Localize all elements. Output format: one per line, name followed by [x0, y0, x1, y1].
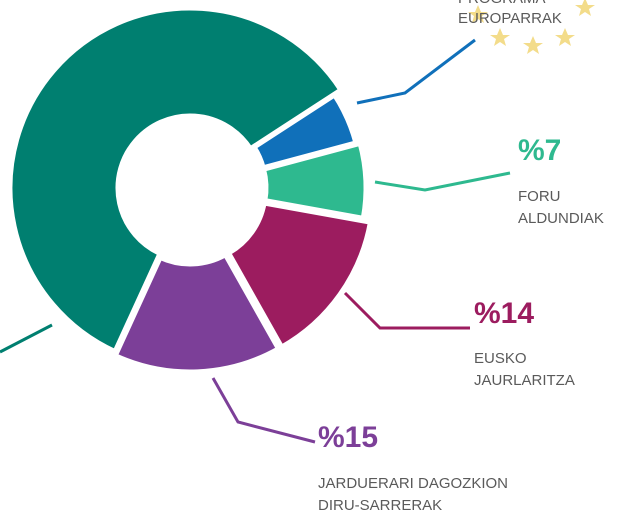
- donut-segment: [260, 140, 369, 222]
- leader-line: [343, 291, 470, 330]
- leader-line: [356, 38, 476, 105]
- category-label: JARDUERARI DAGOZKION: [318, 475, 508, 492]
- category-label: EUSKO: [474, 350, 527, 367]
- category-label: ALDUNDIAK: [518, 210, 604, 227]
- leader-line: [374, 171, 511, 192]
- leader-line: [0, 323, 53, 354]
- donut-segment: [225, 200, 374, 351]
- leader-line: [211, 377, 316, 444]
- stars: [468, 0, 595, 54]
- donut-segment: [7, 5, 345, 355]
- percent-label: %14: [474, 297, 534, 330]
- donut-segment: [111, 251, 282, 375]
- percent-label: %15: [318, 421, 378, 454]
- category-label: DIRU-SARRERAK: [318, 497, 442, 511]
- category-label: EUROPARRAK: [458, 10, 562, 27]
- category-label: FORU: [518, 188, 561, 205]
- percent-label: %7: [518, 134, 561, 167]
- category-label: JAURLARITZA: [474, 372, 575, 389]
- category-label: PROGRAMA: [458, 0, 546, 7]
